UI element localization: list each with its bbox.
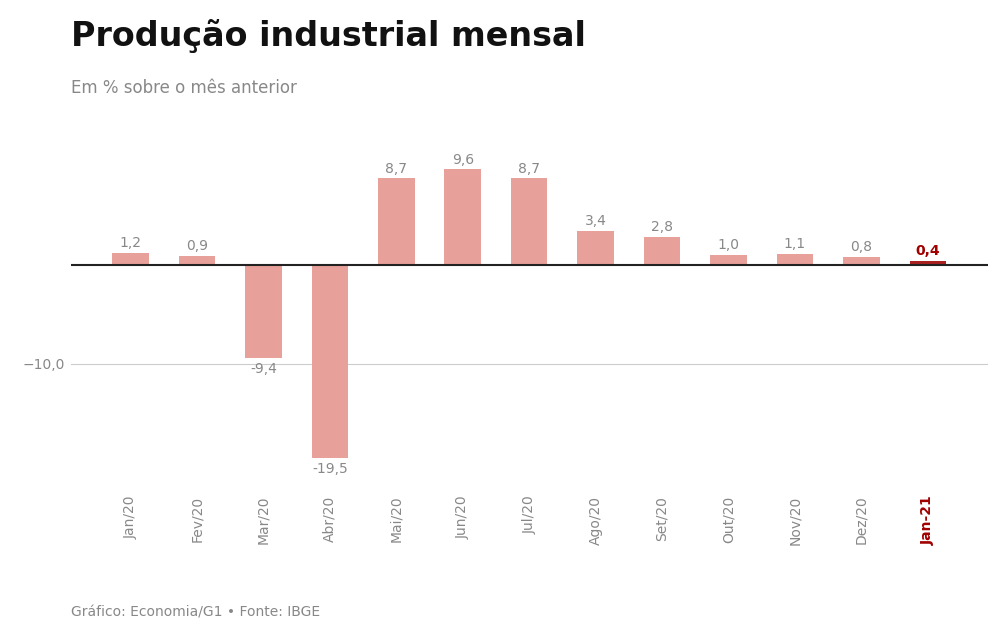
Bar xyxy=(843,257,880,265)
Text: 8,7: 8,7 xyxy=(385,162,407,176)
Text: 0,4: 0,4 xyxy=(915,244,940,258)
Bar xyxy=(909,260,947,265)
Bar xyxy=(311,265,348,458)
Text: 9,6: 9,6 xyxy=(452,153,474,167)
Text: -19,5: -19,5 xyxy=(312,462,348,476)
Text: 0,8: 0,8 xyxy=(851,240,873,254)
Text: 1,0: 1,0 xyxy=(718,238,740,252)
Bar xyxy=(178,255,216,265)
Bar xyxy=(378,178,414,265)
Text: 1,1: 1,1 xyxy=(784,237,806,251)
Text: 3,4: 3,4 xyxy=(585,214,607,228)
Bar xyxy=(644,237,680,265)
Bar xyxy=(445,169,481,265)
Text: Produção industrial mensal: Produção industrial mensal xyxy=(71,19,586,53)
Bar xyxy=(578,231,614,265)
Text: -9,4: -9,4 xyxy=(250,362,277,376)
Bar xyxy=(777,253,813,265)
Bar xyxy=(711,255,747,265)
Text: Gráfico: Economia/G1 • Fonte: IBGE: Gráfico: Economia/G1 • Fonte: IBGE xyxy=(71,605,320,619)
Text: 1,2: 1,2 xyxy=(120,236,141,250)
Bar xyxy=(245,265,281,358)
Text: 8,7: 8,7 xyxy=(518,162,540,176)
Bar xyxy=(511,178,547,265)
Text: 2,8: 2,8 xyxy=(651,220,673,234)
Bar xyxy=(112,253,149,265)
Text: Em % sobre o mês anterior: Em % sobre o mês anterior xyxy=(71,79,296,97)
Text: 0,9: 0,9 xyxy=(185,239,208,253)
